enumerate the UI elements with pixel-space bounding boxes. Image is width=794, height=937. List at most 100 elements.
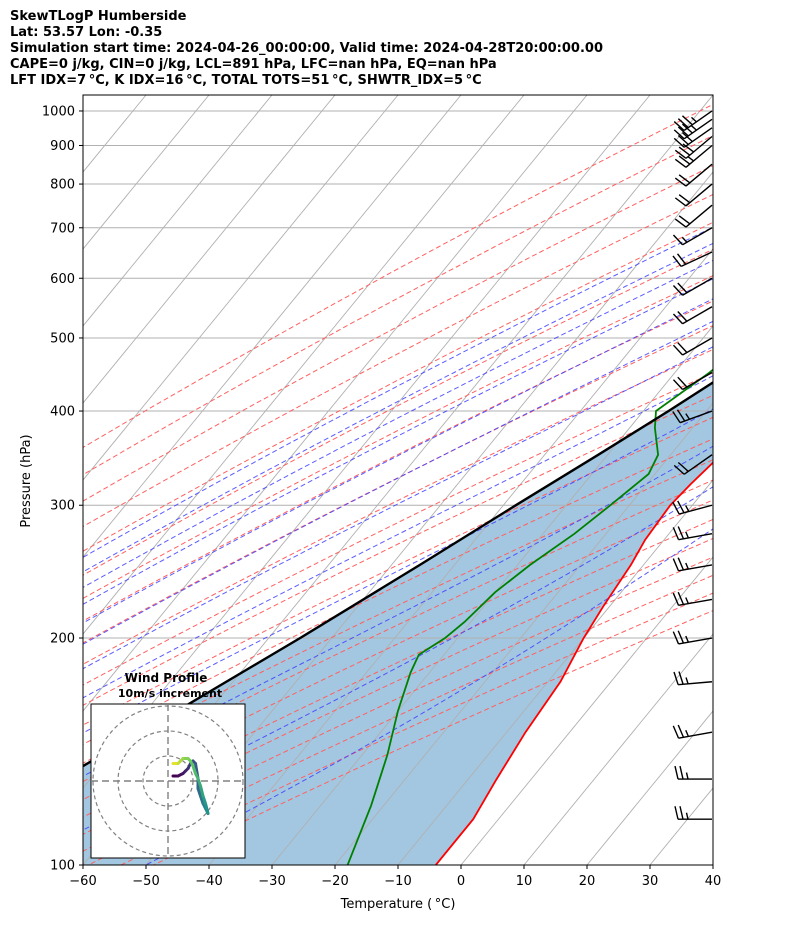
barb-flag bbox=[677, 526, 685, 540]
barb-staff bbox=[685, 163, 713, 187]
wind-barb bbox=[672, 724, 713, 739]
y-tick-label: 400 bbox=[50, 405, 75, 420]
x-tick-label: 40 bbox=[705, 874, 722, 889]
isotherm-line bbox=[83, 95, 210, 250]
barb-flag bbox=[672, 725, 680, 739]
barb-flag bbox=[672, 344, 684, 356]
barb-flag bbox=[677, 118, 689, 129]
barb-flag bbox=[672, 234, 684, 246]
hodograph-trace-segment bbox=[204, 802, 210, 815]
moist-adiabat bbox=[83, 486, 713, 831]
barb-flag bbox=[674, 149, 687, 159]
barb-staff bbox=[685, 204, 713, 228]
hodograph-trace-segment bbox=[199, 784, 205, 798]
barb-flag bbox=[677, 461, 689, 472]
barb-half-flag bbox=[685, 729, 690, 737]
barb-staff bbox=[682, 227, 713, 246]
moist-adiabat bbox=[83, 408, 713, 734]
barb-staff bbox=[682, 306, 713, 325]
barb-staff bbox=[678, 598, 713, 607]
dry-adiabat bbox=[83, 193, 713, 528]
barb-staff bbox=[678, 637, 713, 645]
barb-staff bbox=[678, 731, 713, 739]
parcel-profile-line bbox=[83, 381, 713, 768]
barb-flag bbox=[678, 146, 691, 156]
barb-staff bbox=[683, 127, 713, 148]
barb-flag bbox=[677, 630, 685, 644]
isotherm-line bbox=[460, 556, 713, 865]
dry-adiabat bbox=[83, 348, 713, 665]
y-tick-label: 300 bbox=[50, 499, 75, 514]
wind-barb bbox=[674, 135, 713, 159]
isotherm-line bbox=[397, 479, 713, 865]
wind-barb bbox=[674, 144, 713, 168]
wind-barb bbox=[674, 163, 713, 187]
y-tick-label: 900 bbox=[50, 139, 75, 154]
axes: −60 −50 −40 −30 −20 −10 0 10 20 30 40 1000 900 800 700… bbox=[42, 104, 721, 889]
wind-barb bbox=[673, 118, 713, 140]
barb-half-flag bbox=[685, 562, 690, 570]
x-axis-label: Temperature ( °C) bbox=[340, 897, 456, 912]
barb-flag bbox=[672, 411, 681, 424]
dry-adiabat bbox=[83, 394, 713, 706]
isotherm-line bbox=[83, 95, 399, 481]
wind-barb bbox=[674, 806, 712, 820]
barb-flag bbox=[672, 285, 684, 296]
barb-flag bbox=[678, 155, 691, 165]
barb-flag bbox=[672, 501, 680, 515]
barb-flag bbox=[673, 137, 685, 148]
barb-flag bbox=[673, 121, 685, 131]
x-tick-label: 0 bbox=[457, 874, 465, 889]
moist-adiabat bbox=[83, 278, 713, 605]
barb-flag bbox=[681, 115, 693, 126]
barb-flag bbox=[674, 177, 687, 187]
wind-barb bbox=[672, 526, 713, 541]
x-tick-label: −40 bbox=[195, 874, 222, 889]
wind-barb bbox=[673, 454, 713, 475]
barb-half-flag bbox=[681, 236, 688, 243]
moist-adiabat bbox=[83, 445, 713, 777]
location-line: Lat: 53.57 Lon: -0.35 bbox=[10, 25, 163, 40]
barb-flag bbox=[677, 282, 688, 294]
dry-adiabat bbox=[83, 416, 713, 726]
isotherm-line bbox=[586, 710, 713, 865]
barb-flag bbox=[673, 671, 679, 685]
barb-flag bbox=[678, 215, 691, 225]
barb-flag bbox=[672, 313, 684, 325]
y-tick-label: 700 bbox=[50, 221, 75, 236]
wind-barb bbox=[672, 371, 713, 391]
y-tick-label: 1000 bbox=[42, 104, 75, 119]
moist-adiabat bbox=[83, 298, 713, 624]
wind-barb bbox=[672, 251, 713, 268]
barb-flag bbox=[677, 557, 685, 571]
wind-barb bbox=[673, 671, 713, 686]
chart-title: SkewTLogP Humberside bbox=[10, 9, 187, 24]
barb-flag bbox=[677, 591, 685, 605]
barb-flag bbox=[678, 174, 691, 184]
hodograph-inset: Wind Profile 10m/s increment bbox=[90, 671, 246, 859]
barb-staff bbox=[682, 371, 713, 391]
barb-staff bbox=[679, 410, 713, 424]
barb-half-flag bbox=[691, 116, 697, 123]
x-tick-label: 30 bbox=[642, 874, 659, 889]
barb-staff bbox=[683, 454, 713, 475]
hodograph-title: Wind Profile bbox=[125, 671, 208, 685]
isotherm-line bbox=[208, 248, 713, 865]
barb-flag bbox=[681, 132, 693, 143]
barb-flag bbox=[678, 671, 684, 685]
barb-flag bbox=[677, 134, 689, 145]
isotherm-line bbox=[83, 95, 84, 96]
time-line: Simulation start time: 2024-04-26_00:00:… bbox=[10, 41, 603, 56]
wind-barb bbox=[672, 409, 713, 424]
barb-flag bbox=[677, 342, 688, 353]
barb-flag bbox=[677, 376, 688, 388]
dry-adiabat bbox=[83, 164, 713, 502]
wind-barb bbox=[672, 306, 713, 325]
x-tick-label: −50 bbox=[132, 874, 159, 889]
barb-staff bbox=[683, 118, 713, 140]
barb-flag bbox=[674, 806, 679, 820]
wind-barb bbox=[672, 227, 713, 246]
barb-half-flag bbox=[685, 505, 690, 512]
wind-barb bbox=[673, 127, 713, 148]
